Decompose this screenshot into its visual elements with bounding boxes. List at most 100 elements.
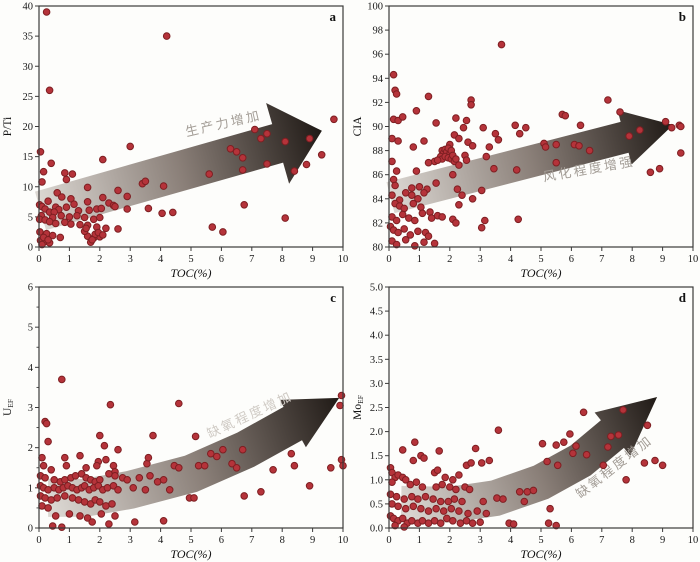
data-point [62, 175, 71, 184]
data-point [477, 223, 486, 232]
data-point [424, 232, 433, 240]
data-point [317, 151, 326, 159]
data-point [420, 137, 428, 145]
data-point [616, 108, 624, 116]
x-tick-label: 1 [67, 254, 72, 265]
data-point [144, 453, 153, 462]
data-point [53, 494, 62, 502]
data-point [552, 158, 560, 167]
x-tick-label: 2 [97, 535, 102, 546]
data-point [287, 449, 296, 458]
data-point [111, 512, 119, 520]
data-point [226, 145, 235, 153]
data-point [240, 201, 248, 209]
panel-a: 0 1 2 3 4 5 6 7 8 9 10 0 5 10 15 20 25 30 35 40 生产力增加 a TOC(%)… [0, 0, 350, 281]
data-point [74, 496, 83, 504]
data-point [552, 140, 560, 149]
data-point [546, 504, 554, 513]
data-point [398, 514, 407, 523]
data-point [651, 456, 659, 465]
data-point [585, 146, 594, 155]
data-point [482, 152, 491, 161]
data-point [409, 199, 418, 208]
data-point [433, 156, 442, 164]
data-point [290, 461, 299, 470]
data-point [67, 220, 75, 228]
data-point [57, 211, 66, 220]
data-point [462, 156, 471, 164]
data-point [131, 518, 139, 526]
data-point [97, 510, 106, 518]
panel-letter: d [679, 290, 687, 305]
y-tick-label: 0 [28, 524, 33, 535]
data-point [599, 461, 608, 470]
data-point [514, 215, 522, 224]
data-point [330, 115, 338, 124]
data-point [99, 155, 107, 164]
data-point [455, 507, 463, 515]
data-point [424, 507, 433, 515]
data-point [76, 220, 84, 229]
y-tick-label: 1 [28, 483, 33, 494]
data-point [485, 143, 494, 151]
data-point [452, 155, 460, 163]
data-point [240, 492, 248, 500]
data-point [465, 485, 474, 494]
data-point [175, 464, 183, 472]
x-tick-label: 6 [569, 254, 574, 265]
data-point [523, 488, 532, 496]
x-tick-label: 6 [219, 535, 224, 546]
data-point [398, 210, 407, 219]
panel-b-svg: 0 1 2 3 4 5 6 7 8 9 1080828486889092949698100风化程度增… [352, 2, 698, 281]
data-point [467, 459, 475, 467]
data-point [96, 431, 104, 440]
data-point [38, 502, 46, 510]
data-point [85, 206, 93, 214]
x-tick-label: 4 [508, 254, 514, 265]
data-point [494, 136, 503, 144]
data-point [97, 204, 106, 213]
data-point [490, 164, 498, 173]
data-point [509, 520, 518, 528]
data-point [643, 421, 652, 430]
data-point [44, 197, 52, 205]
x-tick-label: 9 [660, 535, 665, 546]
data-point [414, 227, 422, 236]
y-tick-label: 1.5 [370, 451, 383, 462]
data-point [108, 500, 116, 508]
x-tick-label: 0 [386, 254, 391, 265]
data-point [99, 231, 107, 239]
data-point [45, 217, 54, 226]
y-tick-label: 40 [23, 2, 34, 13]
y-tick-label: 20 [23, 122, 34, 133]
data-point [409, 456, 418, 465]
x-tick-label: 6 [569, 535, 574, 546]
data-point [219, 445, 227, 454]
x-tick-label: 0 [36, 254, 41, 265]
data-point [141, 486, 150, 494]
data-point [553, 461, 562, 470]
data-point [447, 504, 456, 513]
panel-letter: c [330, 290, 336, 305]
data-point [450, 495, 459, 503]
data-point [661, 117, 670, 126]
data-point [391, 181, 399, 190]
data-point [392, 216, 401, 225]
data-point [71, 472, 80, 480]
data-point [394, 502, 402, 511]
data-point [511, 121, 519, 130]
data-point [482, 509, 491, 518]
data-point [61, 453, 69, 462]
data-point [51, 512, 60, 520]
data-point [417, 504, 425, 513]
plot-frame [38, 286, 344, 529]
data-point [622, 476, 630, 484]
data-point [47, 466, 56, 474]
x-tick-label: 4 [508, 535, 514, 546]
x-tick-label: 5 [538, 535, 543, 546]
data-point [106, 400, 115, 409]
data-point [208, 223, 217, 231]
data-point [263, 129, 271, 138]
data-point [82, 464, 90, 472]
y-tick-label: 3 [28, 403, 33, 414]
